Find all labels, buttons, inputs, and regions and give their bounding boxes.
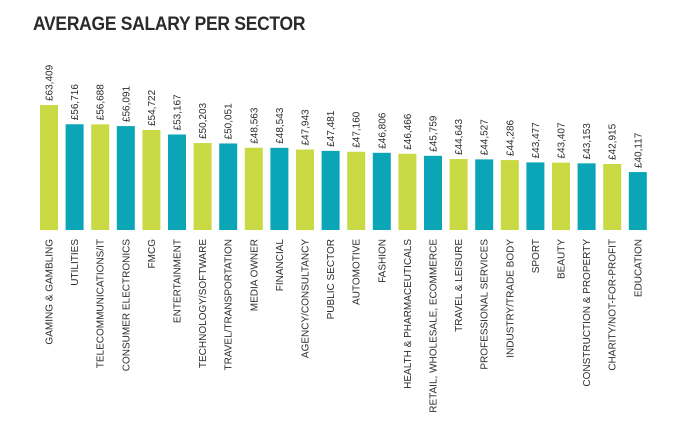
value-label: £44,527 [480,119,491,156]
category-label: INDUSTRY/TRADE BODY [505,239,516,358]
value-label: £46,466 [403,113,414,150]
bar-24 [628,172,647,230]
bar-9 [244,147,263,230]
value-label: £43,477 [531,122,542,159]
value-label: £44,286 [505,119,516,156]
category-label: PROFESSIONAL SERVICES [480,239,491,370]
category-label: HEALTH & PHARMACEUTICALS [403,239,414,389]
category-label: RETAIL, WHOLESALE, ECOMMERCE [429,239,440,413]
category-label: EDUCATION [633,239,644,297]
category-label: TECHNOLOGY/SOFTWARE [198,239,209,368]
category-label: UTILITIES [70,239,81,286]
bar-7 [193,143,212,230]
value-label: £47,160 [352,111,363,148]
category-label: AGENCY/CONSULTANCY [301,239,312,358]
value-label: £47,943 [301,109,312,146]
bar-19 [500,160,519,230]
bar-1 [40,105,58,230]
bar-22 [577,163,596,230]
value-label: £53,167 [173,94,184,131]
bar-12 [321,150,340,230]
bar-14 [372,152,391,230]
bar-2 [65,124,84,230]
value-label: £63,409 [45,64,56,101]
category-label: TRAVEL/TRANSPORTATION [224,239,235,371]
value-label: £43,153 [582,123,593,160]
value-label: £48,543 [275,107,286,144]
category-label: FINANCIAL [275,239,286,292]
bar-18 [475,159,494,230]
value-label: £46,806 [377,112,388,149]
category-label: AUTOMOTIVE [352,239,363,305]
category-label: TRAVEL & LEISURE [454,239,465,332]
category-label: PUBLIC SECTOR [326,239,337,319]
value-label: £50,051 [224,103,235,140]
chart-title: AVERAGE SALARY PER SECTOR [33,14,306,35]
value-label: £54,722 [147,89,158,126]
bar-4 [116,126,135,230]
category-label: ENTERTAINMENT [173,239,184,323]
bar-3 [91,124,110,230]
category-label: CHARITY/NOT-FOR-PROFIT [608,239,619,371]
category-label: FASHION [377,239,388,283]
bar-17 [449,159,468,230]
value-label: £56,688 [96,84,107,121]
bar-15 [398,153,417,230]
value-label: £44,643 [454,118,465,155]
bar-6 [168,134,186,230]
bar-8 [219,143,238,230]
bar-20 [526,162,545,230]
category-label: CONSTRUCTION & PROPERTY [582,239,593,387]
bar-5 [142,130,161,230]
category-label: CONSUMER ELECTRONICS [121,239,132,372]
value-label: £56,091 [121,85,132,122]
category-label: MEDIA OWNER [249,239,260,311]
value-label: £40,117 [633,132,644,168]
bar-16 [424,155,442,230]
value-label: £48,563 [249,107,260,144]
value-label: £56,716 [70,84,81,121]
value-label: £45,759 [429,115,440,152]
category-label: BEAUTY [557,239,568,279]
value-label: £50,203 [198,102,209,139]
value-label: £47,481 [326,110,337,147]
value-label: £43,407 [557,122,568,159]
category-label: GAMING & GAMBLING [45,239,56,345]
category-label: SPORT [531,239,542,273]
value-label: £42,915 [608,123,619,160]
category-label: TELECOMMUNICATIONS/IT [96,239,107,368]
bar-10 [270,147,289,230]
bar-13 [347,151,366,230]
bar-11 [296,149,314,230]
category-label: FMCG [147,239,158,269]
bar-21 [552,162,570,230]
bar-23 [603,164,622,230]
